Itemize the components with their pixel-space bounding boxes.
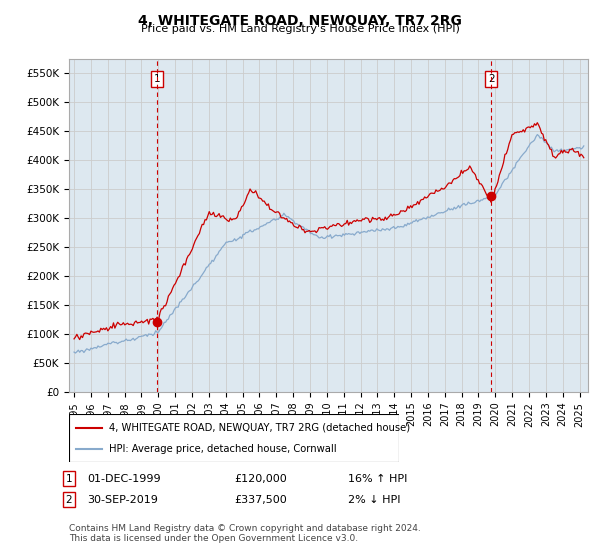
Text: 1: 1 [65, 474, 73, 484]
Text: 2: 2 [488, 74, 494, 84]
Text: 1: 1 [154, 74, 160, 84]
Text: Price paid vs. HM Land Registry's House Price Index (HPI): Price paid vs. HM Land Registry's House … [140, 24, 460, 34]
Text: Contains HM Land Registry data © Crown copyright and database right 2024.
This d: Contains HM Land Registry data © Crown c… [69, 524, 421, 543]
Text: HPI: Average price, detached house, Cornwall: HPI: Average price, detached house, Corn… [109, 444, 336, 454]
Text: 2% ↓ HPI: 2% ↓ HPI [348, 494, 401, 505]
Text: 16% ↑ HPI: 16% ↑ HPI [348, 474, 407, 484]
Text: £120,000: £120,000 [234, 474, 287, 484]
Text: 30-SEP-2019: 30-SEP-2019 [87, 494, 158, 505]
Text: £337,500: £337,500 [234, 494, 287, 505]
Text: 2: 2 [65, 494, 73, 505]
Text: 4, WHITEGATE ROAD, NEWQUAY, TR7 2RG (detached house): 4, WHITEGATE ROAD, NEWQUAY, TR7 2RG (det… [109, 423, 410, 433]
Text: 01-DEC-1999: 01-DEC-1999 [87, 474, 161, 484]
Text: 4, WHITEGATE ROAD, NEWQUAY, TR7 2RG: 4, WHITEGATE ROAD, NEWQUAY, TR7 2RG [138, 14, 462, 28]
